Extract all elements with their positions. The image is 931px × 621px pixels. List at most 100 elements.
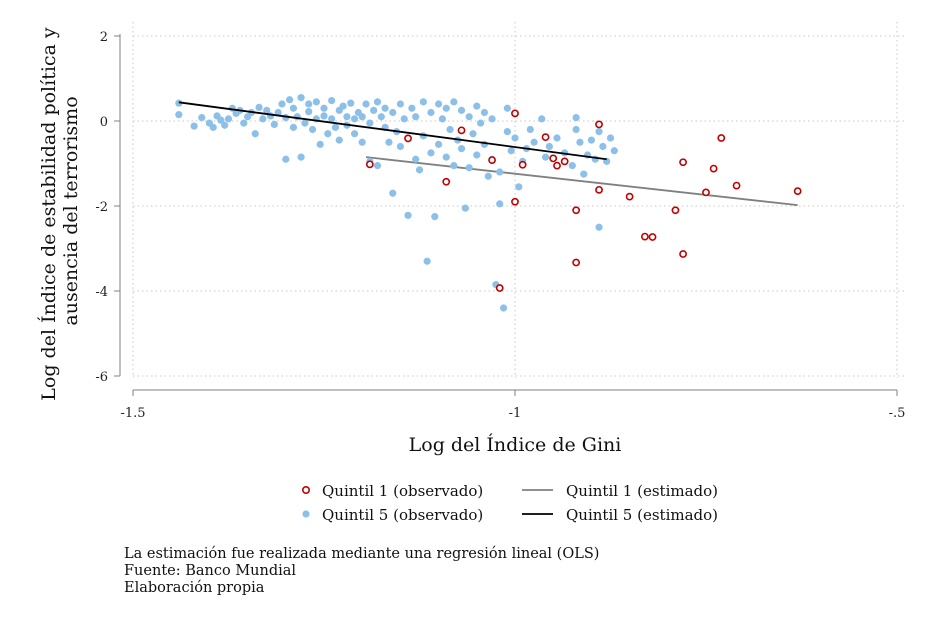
- x-axis-title: Log del Índice de Gini: [409, 433, 622, 456]
- q5-point: [297, 153, 305, 161]
- q5-point: [224, 115, 233, 123]
- q5-point: [289, 123, 298, 131]
- q1-point: [365, 160, 374, 169]
- q5-point: [316, 140, 324, 148]
- axes: [119, 34, 897, 391]
- q5-point: [396, 142, 404, 151]
- q5-point: [488, 115, 496, 123]
- q5-point: [457, 145, 466, 153]
- q5-point: [599, 142, 607, 151]
- q5-point: [484, 172, 492, 180]
- q5-point: [350, 130, 359, 138]
- q5-point: [473, 102, 481, 110]
- legend: Quintil 1 (observado) Quintil 5 (observa…: [301, 482, 718, 524]
- q5-point: [328, 115, 336, 123]
- q5-point: [305, 100, 313, 108]
- q5-point: [450, 98, 458, 106]
- q1-point: [671, 206, 680, 215]
- legend-q5-marker: [302, 510, 310, 518]
- q1-point: [679, 158, 687, 167]
- q5-point: [217, 116, 225, 124]
- q5-point: [412, 155, 420, 163]
- q5-point: [289, 104, 298, 112]
- q5-point: [465, 113, 473, 121]
- q1-point: [560, 157, 569, 166]
- q1-point: [732, 181, 741, 190]
- q5-fit-line: [178, 101, 607, 161]
- q1-point: [572, 206, 581, 215]
- q5-point: [209, 123, 217, 131]
- y-ticks: -6 -4 -2 0 2: [95, 30, 120, 385]
- q5-point: [427, 108, 435, 117]
- q5-point: [606, 134, 615, 142]
- q1-point: [541, 133, 550, 142]
- q1-point: [572, 258, 581, 267]
- chart-notes: La estimación fue realizada mediante una…: [124, 546, 599, 597]
- q5-point: [347, 99, 355, 107]
- y-tick-label: 2: [100, 30, 108, 45]
- legend-q5-observed: Quintil 5 (observado): [322, 506, 483, 524]
- q5-point: [580, 170, 588, 178]
- q5-points: [175, 94, 618, 312]
- y-tick-label: -2: [95, 200, 108, 215]
- x-tick-label: -1: [509, 406, 522, 421]
- legend-q1-observed: Quintil 1 (observado): [322, 482, 483, 500]
- q5-point: [389, 189, 397, 197]
- q5-point: [419, 98, 427, 106]
- q1-fit-line: [365, 156, 798, 207]
- q5-point: [373, 162, 382, 170]
- q5-point: [503, 104, 511, 112]
- x-ticks: -1.5 -1 -.5: [120, 390, 905, 421]
- q5-point: [587, 136, 596, 144]
- q5-point: [358, 138, 366, 146]
- q5-point: [610, 147, 618, 155]
- q5-point: [412, 113, 420, 121]
- note-source: Fuente: Banco Mundial: [124, 563, 297, 579]
- q5-point: [255, 103, 263, 111]
- q5-point: [358, 113, 366, 121]
- q5-point: [370, 106, 378, 114]
- y-axis-title-line-2: ausencia del terrorismo: [60, 96, 82, 325]
- q5-point: [282, 155, 290, 163]
- q5-point: [530, 138, 538, 146]
- q1-point: [549, 154, 558, 163]
- q5-point: [553, 134, 561, 142]
- q5-point: [362, 100, 370, 108]
- q5-point: [240, 119, 248, 127]
- x-tick-label: -1.5: [120, 406, 145, 421]
- gridlines: [132, 22, 905, 378]
- q1-point: [595, 185, 603, 194]
- q1-point: [717, 134, 726, 142]
- y-axis-title: Log del Índice de estabilidad política y…: [37, 21, 82, 400]
- q1-point: [595, 120, 603, 129]
- q5-point: [568, 162, 576, 170]
- q5-point: [473, 151, 481, 159]
- y-tick-label: 0: [100, 115, 108, 130]
- q5-point: [446, 125, 454, 134]
- q5-point: [366, 119, 374, 127]
- legend-q1-marker: [301, 485, 310, 494]
- q1-fit-segment: [365, 156, 798, 207]
- q5-point: [431, 213, 439, 221]
- q1-point: [511, 197, 519, 206]
- q5-point: [541, 153, 550, 161]
- q1-points: [365, 109, 802, 292]
- q5-point: [545, 142, 553, 151]
- x-tick-label: -.5: [889, 406, 906, 421]
- q1-point: [625, 192, 634, 201]
- q5-point: [457, 106, 466, 114]
- q1-point: [648, 233, 657, 241]
- q5-point: [469, 130, 477, 138]
- q5-point: [385, 138, 393, 146]
- q1-point: [404, 134, 412, 143]
- q5-point: [373, 98, 382, 106]
- q5-point: [305, 108, 313, 116]
- q5-point: [496, 168, 504, 176]
- q5-point: [259, 115, 267, 123]
- q1-point: [495, 284, 504, 292]
- note-method: La estimación fue realizada mediante una…: [124, 546, 600, 562]
- q5-point: [328, 97, 336, 105]
- legend-q5-estimated: Quintil 5 (estimado): [566, 506, 718, 524]
- q1-point: [553, 161, 561, 170]
